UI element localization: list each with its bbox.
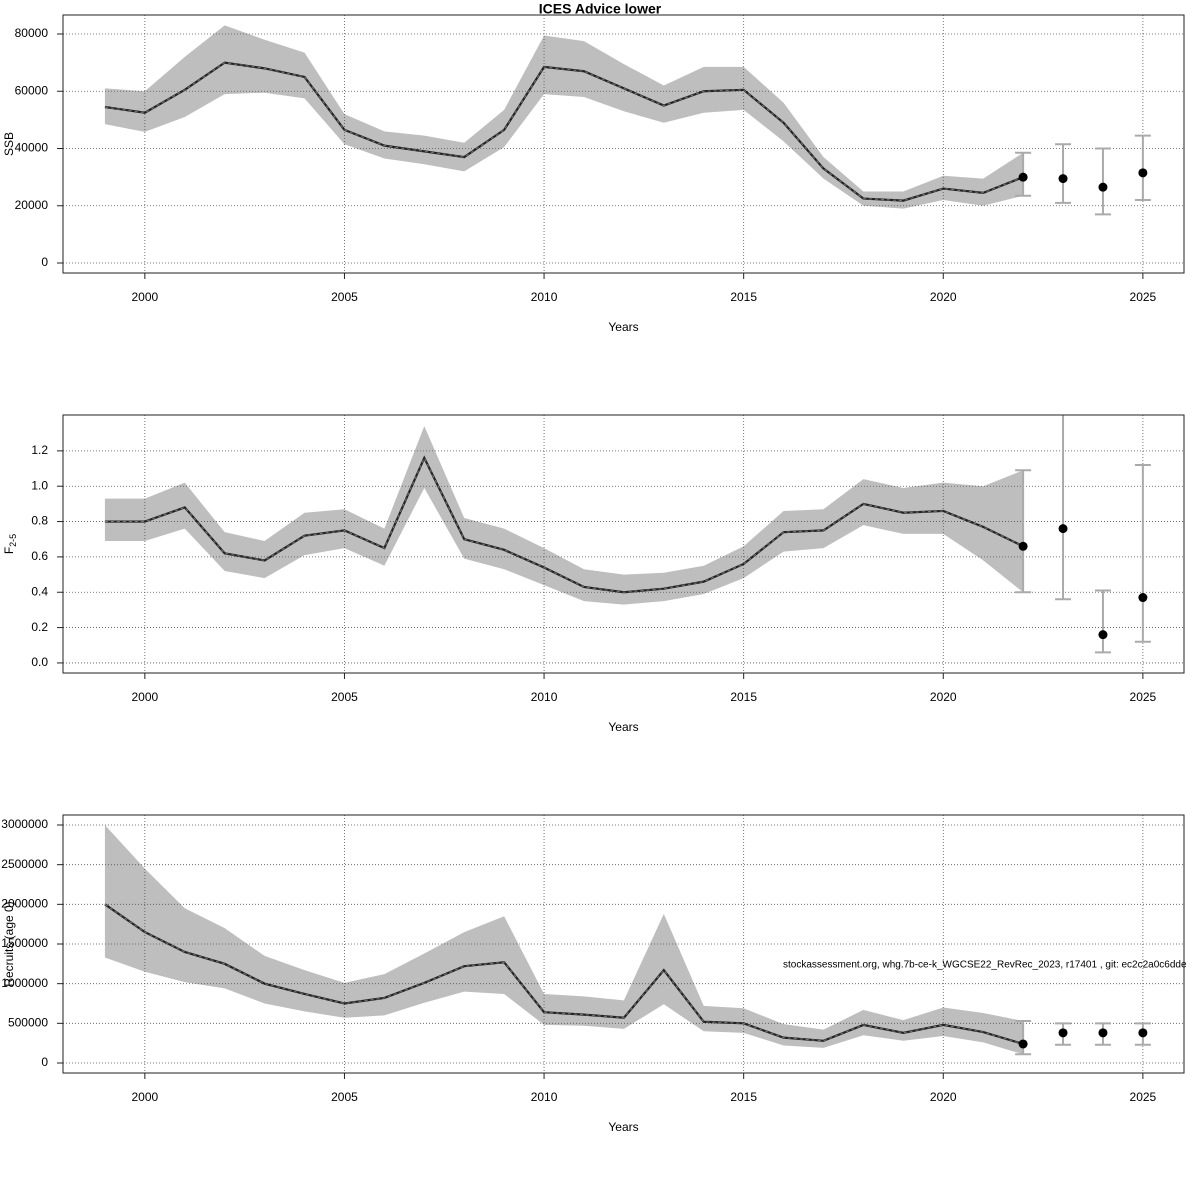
y-tick-label: 40000 — [15, 141, 49, 155]
x-tick-label: 2005 — [331, 690, 358, 704]
x-tick-label: 2015 — [730, 690, 757, 704]
forecast-point — [1138, 593, 1148, 603]
estimate-line-dash — [104, 903, 1024, 1045]
estimate-line-dash — [104, 456, 1024, 593]
x-tick-label: 2000 — [131, 1090, 158, 1104]
x-tick-label: 2010 — [531, 690, 558, 704]
x-tick-label: 2020 — [930, 290, 957, 304]
forecast-point — [1018, 1039, 1028, 1049]
y-axis-label-text: Recruits (age 0) — [2, 901, 16, 986]
y-tick-label: 0.2 — [31, 620, 48, 634]
y-axis-label-text: SSB — [2, 132, 16, 156]
x-tick-label: 2000 — [131, 290, 158, 304]
x-tick-label: 2010 — [531, 290, 558, 304]
confidence-band — [104, 426, 1024, 605]
y-tick-label: 0.4 — [31, 584, 48, 598]
y-tick-label: 80000 — [15, 26, 49, 40]
chart-title: ICES Advice lower — [539, 1, 662, 17]
y-tick-label: 3000000 — [1, 817, 48, 831]
plot-frame — [62, 414, 1185, 674]
forecast-point — [1018, 541, 1028, 551]
y-axis-label: SSB — [2, 132, 16, 156]
x-tick-label: 2005 — [331, 290, 358, 304]
y-tick-label: 60000 — [15, 83, 49, 97]
forecast-point — [1018, 172, 1028, 182]
x-tick-label: 2020 — [930, 1090, 957, 1104]
error-bar — [1134, 464, 1151, 643]
error-bar — [1134, 134, 1151, 202]
annotation: stockassessment.org, whg.7b-ce-k_WGCSE22… — [783, 960, 1187, 971]
x-tick-label: 2025 — [1130, 1090, 1157, 1104]
forecast-point — [1098, 182, 1108, 192]
y-tick-label: 20000 — [15, 198, 49, 212]
plot-area — [63, 415, 1184, 673]
error-bar — [1015, 469, 1032, 594]
forecast-point — [1138, 1028, 1148, 1038]
error-bar — [1094, 589, 1111, 654]
error-bar — [1015, 1019, 1032, 1056]
y-tick-label: 0.6 — [31, 549, 48, 563]
confidence-band — [104, 25, 1024, 209]
plot-area — [63, 15, 1184, 273]
y-axis-label-subscript: 2-5 — [8, 534, 18, 547]
error-bar — [1055, 415, 1072, 601]
forecast-point — [1058, 524, 1068, 534]
plot-frame — [62, 14, 1185, 274]
y-tick-label: 0.0 — [31, 655, 48, 669]
y-tick-label: 0 — [41, 1055, 48, 1069]
forecast-point — [1058, 1028, 1068, 1038]
x-axis-label: Years — [608, 720, 638, 734]
y-axis-label: F2-5 — [2, 534, 18, 554]
forecast-point — [1138, 168, 1148, 178]
y-axis-label: Recruits (age 0) — [2, 901, 16, 986]
confidence-band — [104, 824, 1024, 1055]
y-tick-label: 1.0 — [31, 478, 48, 492]
y-tick-label: 500000 — [8, 1016, 48, 1030]
x-tick-label: 2025 — [1130, 290, 1157, 304]
x-tick-label: 2025 — [1130, 690, 1157, 704]
forecast-point — [1058, 174, 1068, 184]
x-tick-label: 2005 — [331, 1090, 358, 1104]
forecast-point — [1098, 630, 1108, 640]
y-axis-label-text: F — [2, 547, 16, 554]
x-axis-label: Years — [608, 1120, 638, 1134]
y-tick-label: 1.2 — [31, 443, 48, 457]
x-axis-label: Years — [608, 320, 638, 334]
estimate-line-dash — [104, 62, 1024, 202]
y-tick-label: 1500000 — [1, 936, 48, 950]
y-tick-label: 1000000 — [1, 976, 48, 990]
forecast-point — [1098, 1028, 1108, 1038]
error-bar — [1094, 147, 1111, 216]
y-tick-label: 2000000 — [1, 897, 48, 911]
y-tick-label: 2500000 — [1, 857, 48, 871]
y-tick-label: 0.8 — [31, 514, 48, 528]
x-tick-label: 2020 — [930, 690, 957, 704]
plot-area — [63, 815, 1184, 1073]
error-bar — [1055, 143, 1072, 204]
x-tick-label: 2010 — [531, 1090, 558, 1104]
y-tick-label: 0 — [41, 255, 48, 269]
x-tick-label: 2015 — [730, 1090, 757, 1104]
x-tick-label: 2015 — [730, 290, 757, 304]
x-tick-label: 2000 — [131, 690, 158, 704]
